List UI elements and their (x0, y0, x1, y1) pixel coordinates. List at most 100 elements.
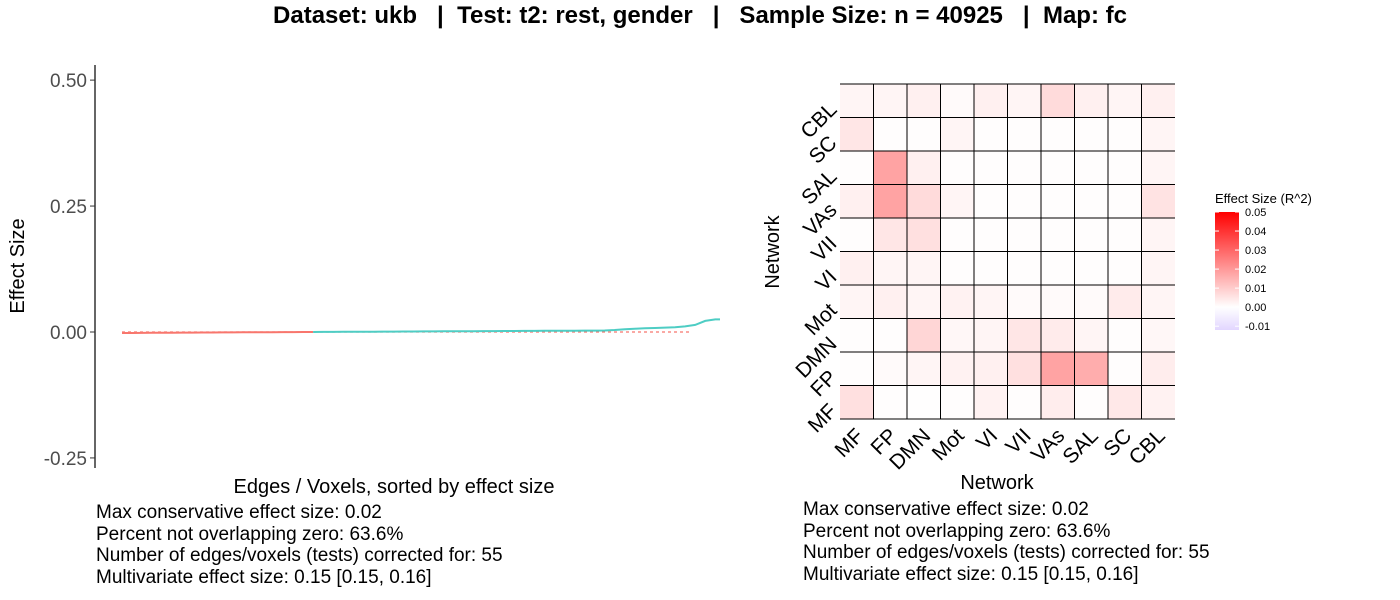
heatmap-cell (907, 285, 941, 319)
heatmap-cell (940, 285, 974, 319)
heatmap-cell (940, 352, 974, 386)
y-tick-label: 0.00 (50, 323, 87, 344)
heatmap-cell (907, 84, 941, 118)
x-axis-label: Edges / Voxels, sorted by effect size (234, 476, 555, 498)
legend-tick-label: 0.05 (1245, 207, 1266, 219)
heatmap-cell (940, 251, 974, 285)
y-axis-label: Network (762, 214, 784, 288)
heatmap-cell (1074, 352, 1108, 386)
stat-percent-not-overlapping: Percent not overlapping zero: 63.6% (803, 520, 1111, 542)
heatmap-cell (1007, 84, 1041, 118)
heatmap-cell (974, 151, 1008, 185)
heatmap-cell (1074, 385, 1108, 419)
heatmap-cell (974, 285, 1008, 319)
heatmap-cell (974, 318, 1008, 352)
y-tick-label: 0.25 (50, 197, 87, 218)
heatmap-cell (974, 251, 1008, 285)
heatmap-cell (940, 318, 974, 352)
heatmap-cell (873, 385, 907, 419)
heatmap-cell (940, 117, 974, 151)
heatmap-cell (1007, 151, 1041, 185)
heatmap-cell (1108, 117, 1142, 151)
heatmap-cell (1074, 285, 1108, 319)
stat-max-conservative: Max conservative effect size: 0.02 (96, 502, 382, 523)
x-tick-label: MF (831, 424, 869, 462)
heatmap-cell (873, 184, 907, 218)
heatmap-cell (1108, 251, 1142, 285)
heatmap-cell (907, 151, 941, 185)
heatmap-cell (1108, 218, 1142, 252)
legend-tick-label: -0.01 (1245, 321, 1270, 333)
heatmap-cell (1041, 184, 1075, 218)
heatmap-cell (1007, 285, 1041, 319)
heatmap-cell (907, 117, 941, 151)
heatmap-cell (1141, 352, 1175, 386)
heatmap-cell (1141, 117, 1175, 151)
heatmap-cell (1141, 251, 1175, 285)
heatmap-cell (1041, 151, 1075, 185)
effect-size-line-chart: -0.25 0.00 0.25 0.50 Edges / Voxels, sorted … (7, 65, 720, 498)
heatmap-cell (873, 318, 907, 352)
heatmap-cell (974, 184, 1008, 218)
heatmap-cell (1041, 385, 1075, 419)
heatmap-cell (1007, 352, 1041, 386)
heatmap-cell (1007, 251, 1041, 285)
heatmap-cell (907, 318, 941, 352)
heatmap-cell (1007, 184, 1041, 218)
heatmap-cell (940, 385, 974, 419)
heatmap-cell (907, 251, 941, 285)
heatmap-cell (907, 218, 941, 252)
stat-max-conservative: Max conservative effect size: 0.02 (803, 499, 1089, 520)
y-tick-label: SAL (797, 165, 841, 209)
heatmap-cell (1108, 352, 1142, 386)
heatmap-cell (840, 117, 874, 151)
heatmap-cell (940, 151, 974, 185)
heatmap-cell (1141, 385, 1175, 419)
series-line-1 (313, 318, 720, 333)
heatmap-cell (1007, 218, 1041, 252)
heatmap-cell (1041, 251, 1075, 285)
y-tick-label: Mot (801, 299, 842, 340)
x-tick-label: VI (972, 424, 1002, 454)
heatmap-cell (1074, 218, 1108, 252)
heatmap-cell (1041, 352, 1075, 386)
heatmap-cell (1007, 117, 1041, 151)
heatmap-cell (1141, 285, 1175, 319)
heatmap-cell (1041, 84, 1075, 118)
heatmap-cell (1074, 117, 1108, 151)
heatmap-cell (1074, 318, 1108, 352)
heatmap-cell (974, 117, 1008, 151)
heatmap-cell (907, 385, 941, 419)
legend-tick-label: 0.01 (1245, 283, 1266, 295)
heatmap-cell (1108, 84, 1142, 118)
heatmap-cell (840, 385, 874, 419)
heatmap-cell (1041, 318, 1075, 352)
heatmap-cell (907, 184, 941, 218)
heatmap-cell (1108, 184, 1142, 218)
heatmap-cell (873, 218, 907, 252)
heatmap-cell (1074, 84, 1108, 118)
heatmap-cell (1041, 117, 1075, 151)
heatmap-cell (1108, 151, 1142, 185)
y-axis-label: Effect Size (7, 218, 29, 313)
x-tick-label: VAs (1027, 424, 1069, 466)
heatmap-cell (1108, 385, 1142, 419)
legend-title: Effect Size (R^2) (1215, 191, 1312, 206)
legend-tick-label: 0.04 (1245, 226, 1266, 238)
heatmap-cell (907, 352, 941, 386)
heatmap-cell (1007, 318, 1041, 352)
y-tick-label: VI (811, 266, 841, 296)
heatmap-cell (1141, 151, 1175, 185)
legend-tick-label: 0.02 (1245, 264, 1266, 276)
heatmap-cell (1007, 385, 1041, 419)
heatmap-cell (840, 352, 874, 386)
heatmap-cell (940, 84, 974, 118)
heatmap-cell (840, 84, 874, 118)
heatmap-cell (1041, 218, 1075, 252)
x-tick-label: SAL (1058, 424, 1102, 468)
heatmap-cell (873, 84, 907, 118)
x-axis-label: Network (960, 472, 1034, 494)
stat-multivariate-effect: Multivariate effect size: 0.15 [0.15, 0.… (803, 563, 1139, 585)
legend-tick-label: 0.03 (1245, 245, 1266, 257)
